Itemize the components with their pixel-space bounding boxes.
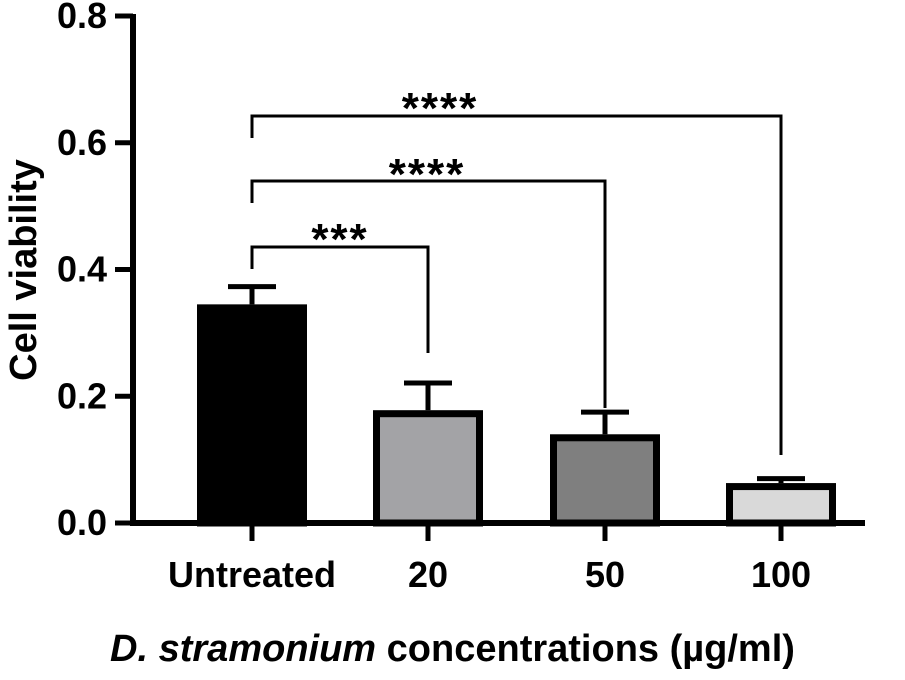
significance-label-50: **** bbox=[389, 150, 466, 199]
x-axis-title-rest: concentrations bbox=[386, 628, 660, 670]
x-tick-label-untreated: Untreated bbox=[168, 554, 336, 595]
bar-untreated bbox=[197, 304, 307, 527]
labels-layer: 0.0 0.2 0.4 0.6 0.8 Untreated 20 50 100 Cell viab… bbox=[3, 0, 811, 595]
x-axis-title: D. stramonium concentrations (µg/ml) bbox=[0, 628, 905, 671]
x-axis-title-unit: (µg/ml) bbox=[669, 628, 795, 670]
bar-20 bbox=[373, 410, 483, 527]
y-tick-label: 0.2 bbox=[57, 375, 107, 416]
bars-layer bbox=[197, 304, 836, 527]
error-bars-layer bbox=[228, 284, 805, 484]
significance-bracket-20 bbox=[250, 245, 430, 353]
y-tick-label: 0.8 bbox=[57, 0, 107, 36]
y-axis-title: Cell viability bbox=[3, 159, 45, 381]
significance-label-20: *** bbox=[311, 215, 368, 264]
axes-layer bbox=[115, 13, 865, 541]
x-tick-label-20: 20 bbox=[408, 554, 448, 595]
x-tick-label-100: 100 bbox=[751, 554, 811, 595]
significance-layer: *********** bbox=[250, 84, 783, 455]
y-tick-label: 0.6 bbox=[57, 122, 107, 163]
x-axis-title-species: D. stramonium bbox=[110, 628, 377, 670]
significance-bracket-100 bbox=[250, 114, 783, 455]
significance-bracket-50 bbox=[250, 179, 607, 408]
bar-50 bbox=[550, 434, 660, 527]
x-tick-label-50: 50 bbox=[585, 554, 625, 595]
y-tick-label: 0.0 bbox=[57, 502, 107, 543]
y-tick-label: 0.4 bbox=[57, 249, 107, 290]
significance-label-100: **** bbox=[402, 84, 479, 133]
bar-100 bbox=[726, 483, 836, 527]
